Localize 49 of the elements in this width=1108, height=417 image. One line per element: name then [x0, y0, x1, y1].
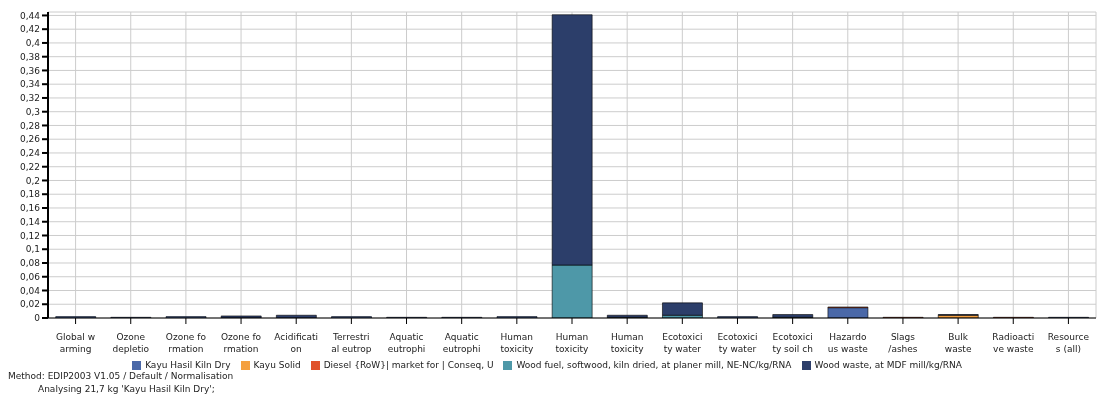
x-tick-label: Ecotoxici ty soil ch	[772, 332, 813, 354]
x-tick-label: Aquatic eutrophi	[442, 332, 481, 354]
x-tick-label: Slags /ashes	[888, 332, 918, 354]
y-tick-label: 0,38	[19, 51, 41, 62]
y-tick-label: 0,06	[19, 271, 41, 282]
y-tick-label: 0,36	[19, 65, 41, 76]
y-tick-label: 0,32	[19, 93, 40, 104]
x-tick-label: Ecotoxici ty water	[717, 332, 758, 354]
legend-label: Kayu Hasil Kiln Dry	[145, 360, 231, 370]
y-tick-label: 0	[34, 313, 41, 324]
y-tick-label: 0,34	[19, 79, 41, 90]
legend-label: Wood waste, at MDF mill/kg/RNA	[814, 360, 962, 370]
y-tick-label: 0,12	[19, 230, 40, 241]
y-tick-label: 0,44	[19, 10, 41, 21]
y-tick-label: 0,42	[19, 24, 40, 35]
y-tick-label: 0,2	[25, 175, 40, 186]
y-tick-label: 0,3	[25, 106, 40, 117]
x-tick-label: Bulk waste	[944, 332, 972, 354]
y-tick-label: 0,26	[19, 134, 41, 145]
text: Method: EDIP2003 V1.05 / Default / Normalisation	[8, 370, 235, 383]
y-tick-label: 0,04	[19, 285, 41, 296]
x-tick-label: Radioacti ve waste	[992, 332, 1035, 354]
y-tick-label: 0,08	[19, 258, 41, 269]
y-tick-label: 0,4	[25, 38, 41, 49]
x-tick-label: Ozone depletio	[112, 332, 150, 354]
x-tick-label: Human toxicity	[610, 332, 645, 354]
text: Analysing 21,7 kg 'Kayu Hasil Kiln Dry';	[38, 383, 216, 396]
y-tick-label: 0,28	[19, 120, 41, 131]
x-tick-label: Human toxicity	[555, 332, 590, 354]
x-tick-label: Global w arming	[56, 332, 96, 354]
y-tick-label: 0,16	[19, 203, 41, 214]
x-tick-label: Resource s (all)	[1047, 332, 1090, 354]
x-tick-label: Hazardo us waste	[827, 332, 869, 354]
x-tick-label: Ozone fo rmation	[221, 332, 262, 354]
y-tick-label: 0,14	[19, 216, 41, 227]
x-tick-label: Ecotoxici ty water	[662, 332, 703, 354]
legend-label: Wood fuel, softwood, kiln dried, at planer mill, NE-NC/kg/RNA	[516, 360, 792, 370]
x-tick-label: Ozone fo rmation	[165, 332, 207, 354]
x-tick-label: Acidificati on	[274, 332, 319, 354]
x-tick-label: Human toxicity	[500, 332, 534, 354]
legend-label: Kayu Solid	[253, 360, 301, 370]
y-tick-label: 0,24	[19, 148, 41, 159]
legend-label: Diesel {RoW}| market for | Conseq, U	[323, 360, 494, 370]
x-tick-label: Aquatic eutrophi	[387, 332, 426, 354]
x-tick-label: Terrestri al eutrop	[331, 332, 372, 354]
y-tick-label: 0,1	[25, 244, 40, 255]
y-tick-label: 0,18	[19, 189, 41, 200]
y-tick-label: 0,02	[19, 299, 40, 310]
y-tick-label: 0,22	[19, 161, 40, 172]
